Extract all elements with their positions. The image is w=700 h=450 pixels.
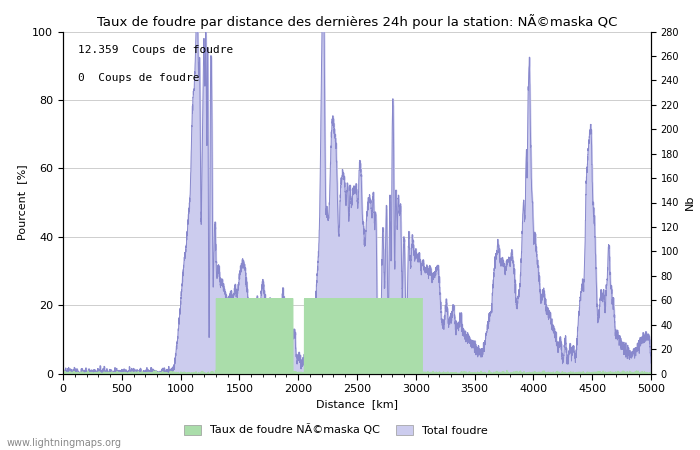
Text: www.lightningmaps.org: www.lightningmaps.org [7, 438, 122, 448]
X-axis label: Distance  [km]: Distance [km] [316, 400, 398, 410]
Y-axis label: Nb: Nb [685, 195, 695, 210]
Text: 12.359  Coups de foudre: 12.359 Coups de foudre [78, 45, 233, 55]
Legend: Taux de foudre NÃ©maska QC, Total foudre: Taux de foudre NÃ©maska QC, Total foudre [180, 420, 492, 440]
Title: Taux de foudre par distance des dernières 24h pour la station: NÃ©maska QC: Taux de foudre par distance des dernière… [97, 14, 617, 29]
Text: 0  Coups de foudre: 0 Coups de foudre [78, 72, 200, 82]
Y-axis label: Pourcent  [%]: Pourcent [%] [17, 165, 27, 240]
